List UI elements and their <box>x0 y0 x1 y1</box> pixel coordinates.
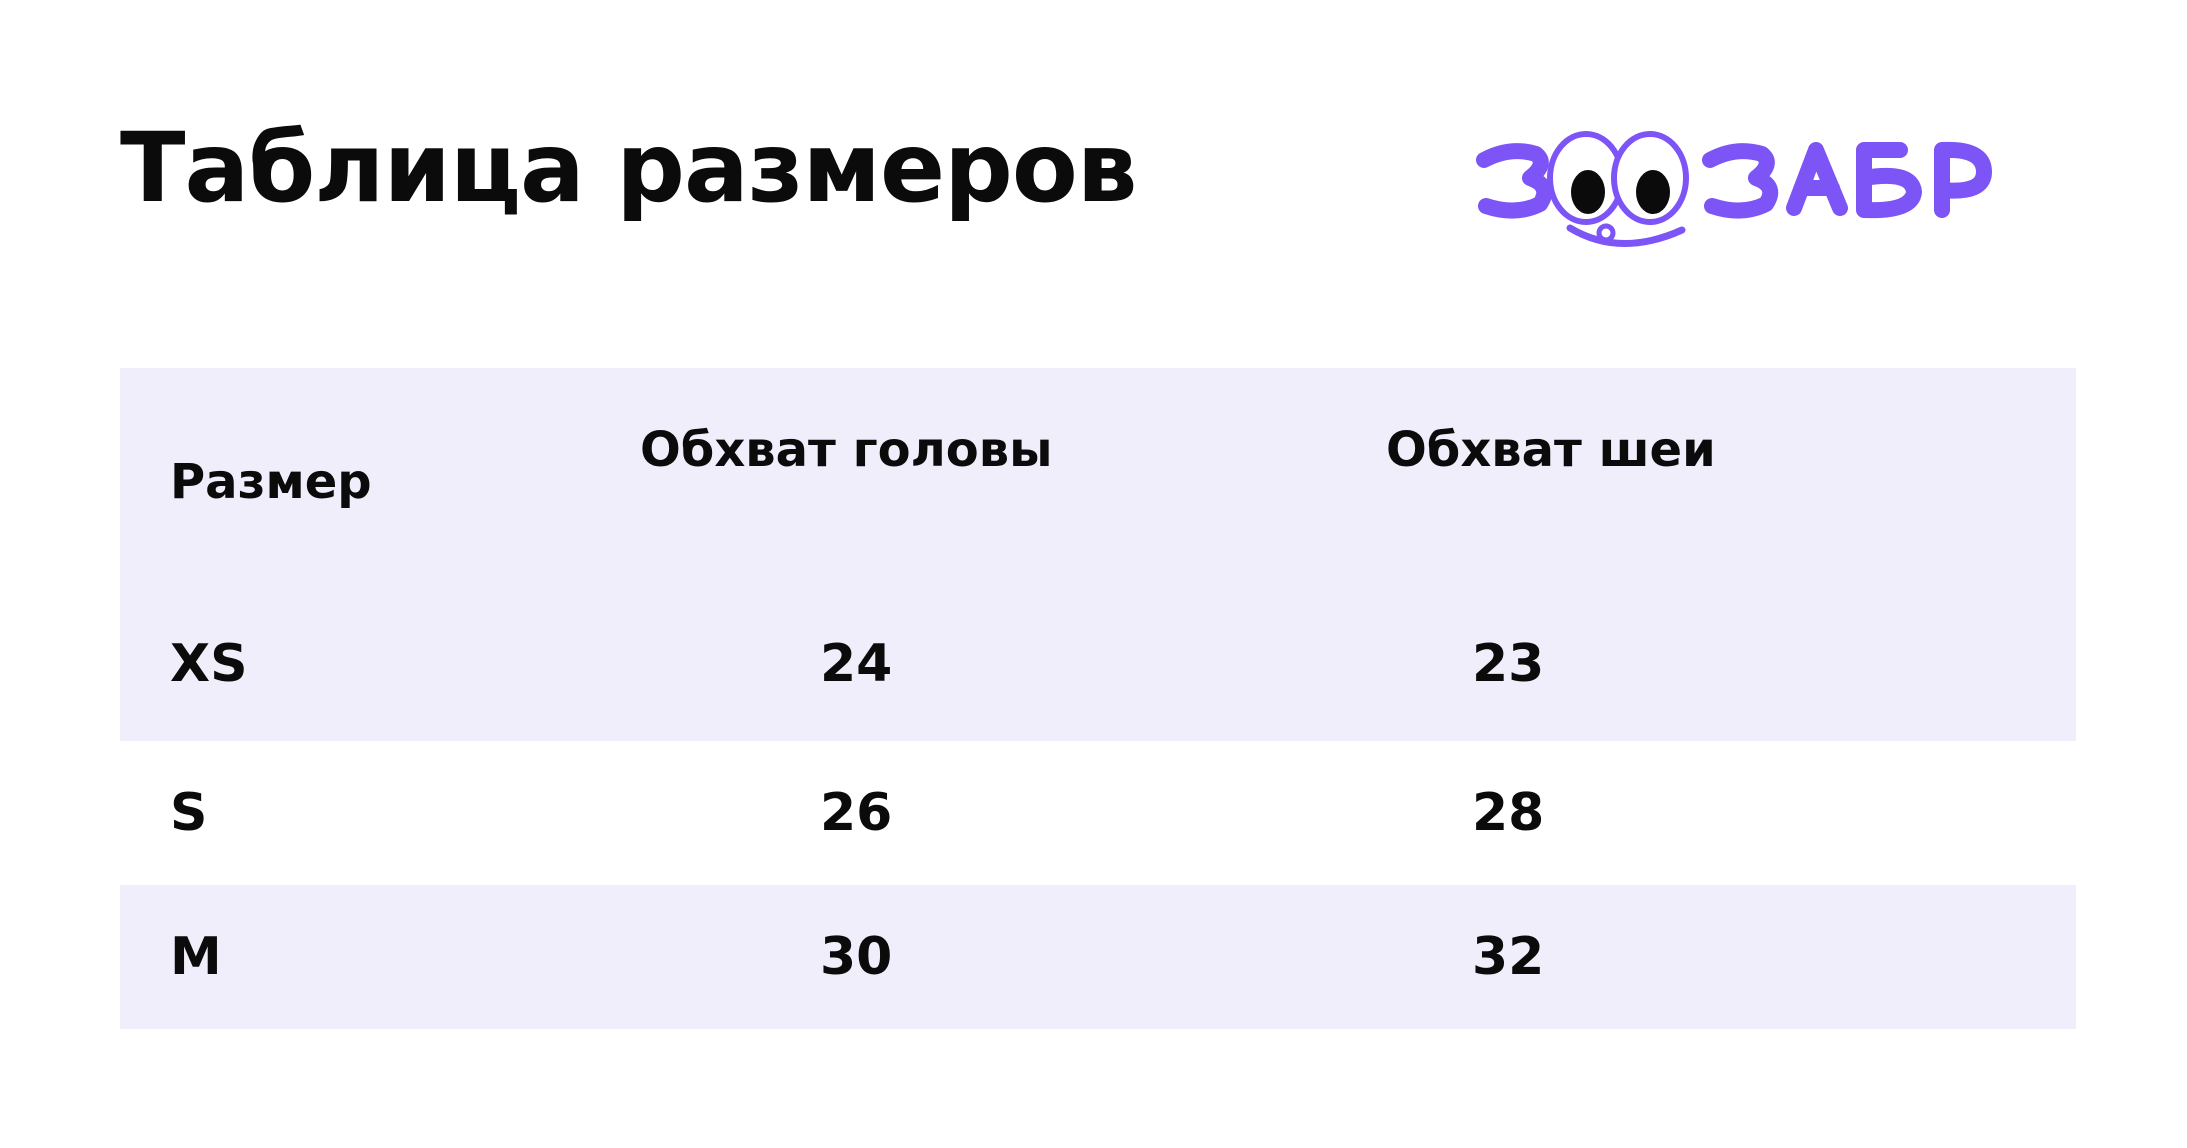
row-xs-neck-girth: 23 <box>1472 634 1545 694</box>
row-s-head-girth: 26 <box>820 783 893 843</box>
row-s-size: S <box>170 783 208 843</box>
page-title: Таблица размеров <box>120 112 1138 224</box>
header-head-girth: Обхват головы <box>640 422 1053 478</box>
row-m-neck-girth: 32 <box>1472 927 1545 987</box>
zoozavr-logo-icon <box>1476 131 1992 247</box>
size-table: Размер Обхват головы Обхват шеи XS 24 23… <box>120 368 2076 1029</box>
brand-logo <box>1470 120 2050 260</box>
table-row: S 26 28 <box>120 741 2076 885</box>
header-size: Размер <box>170 454 372 510</box>
row-xs-head-girth: 24 <box>820 634 893 694</box>
row-xs-size: XS <box>170 634 248 694</box>
header-neck-girth: Обхват шеи <box>1386 422 1716 478</box>
table-row: M 30 32 <box>120 885 2076 1029</box>
table-header-row: Размер Обхват головы Обхват шеи XS 24 23 <box>120 368 2076 741</box>
row-s-neck-girth: 28 <box>1472 783 1545 843</box>
row-m-size: M <box>170 927 222 987</box>
row-m-head-girth: 30 <box>820 927 893 987</box>
